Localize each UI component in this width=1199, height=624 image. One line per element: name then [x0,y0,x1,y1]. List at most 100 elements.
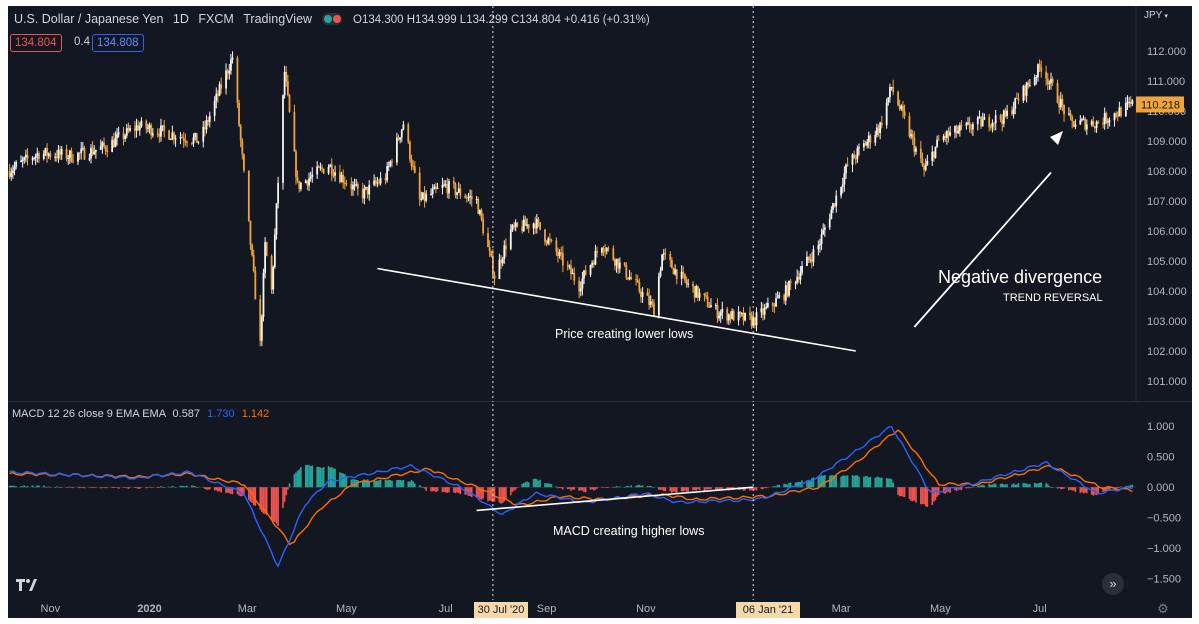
hist-bar [396,480,398,488]
candle [783,293,786,304]
hist-bar [812,477,815,488]
price-chart[interactable]: 101.000 102.000 103.000 104.000 105.000 106.0… [8,6,1192,402]
candle [960,120,963,131]
hist-bar [1092,487,1095,496]
hist-bar [103,487,105,488]
candle [94,149,97,159]
candle [591,260,594,269]
candle [539,222,541,231]
hist-bar [767,487,769,488]
hist-bar [675,487,678,494]
candle [379,172,382,186]
hist-bar [192,485,195,488]
hist-bar [1068,487,1070,491]
hist-bar [716,487,719,491]
bid-price-box[interactable]: 134.804 [10,34,62,52]
hist-bar [658,487,660,490]
candle [262,268,265,322]
hist-bar [573,487,576,490]
candle [911,129,914,146]
hist-bar [306,465,309,488]
candle [299,181,302,192]
candle [275,203,278,240]
candle [173,131,175,145]
candle [491,248,494,279]
hist-bar [26,485,29,488]
symbol-name[interactable]: U.S. Dollar / Japanese Yen [14,12,164,26]
candle [833,202,836,208]
candle [812,245,815,267]
hist-bar [174,487,177,488]
candle [535,214,538,234]
candle [771,301,774,313]
candle [111,136,114,153]
scroll-to-realtime-button[interactable]: » [1102,573,1124,595]
tradingview-logo[interactable] [16,578,38,592]
macd-chart[interactable]: 1.000 0.500 0.000 −0.500 −1.000 −1.500 [8,404,1192,600]
hist-bar [467,487,470,497]
candle [778,292,781,299]
hist-bar [1045,483,1047,488]
hist-bar [605,487,608,489]
hist-bar [937,487,940,495]
candle [579,281,582,297]
hist-bar [799,481,802,488]
hist-bar [545,483,548,488]
settings-gear-button[interactable]: ⚙ [1156,602,1170,616]
hist-bar [786,484,789,488]
candle [106,144,109,158]
candle [1071,114,1074,129]
candle [368,180,371,201]
candle [682,266,685,279]
hist-bar [662,487,665,492]
interval-label[interactable]: 1D [172,12,189,26]
candle [967,117,969,125]
hist-bar [376,480,379,488]
ask-price-box[interactable]: 134.808 [92,34,144,52]
price-tick-label: 102.000 [1147,346,1187,358]
candle [114,131,117,148]
candle [958,122,961,137]
hist-bar [874,477,877,488]
hist-bar [127,487,130,489]
hist-bar [70,487,73,488]
candle [238,99,240,128]
hist-bar [773,486,776,488]
hist-bar [910,487,912,501]
candle [441,177,444,195]
hist-bar [648,486,650,488]
macd-header[interactable]: MACD 12 26 close 9 EMA EMA 0.587 1.730 1… [12,408,269,420]
hist-bar [625,486,628,488]
hist-bar [422,487,424,488]
hist-bar [480,487,483,500]
hist-bar [771,486,774,488]
candle [425,190,428,203]
market-status-icon[interactable] [321,13,342,25]
candle [38,151,40,164]
candle [321,164,323,173]
candle [77,151,79,166]
hist-bar [150,487,152,488]
hist-bar [1095,487,1098,496]
hist-bar [423,487,426,489]
candle [72,154,74,164]
candle [1001,114,1004,132]
candle [864,140,867,146]
currency-menu[interactable]: JPY ▾ [1144,10,1168,21]
candle [615,258,618,273]
hist-bar [972,486,974,488]
hist-bar [487,487,489,502]
candle [584,265,587,276]
macd-settings-label[interactable]: MACD 12 26 close 9 EMA EMA [12,408,166,420]
hist-bar [903,487,906,497]
symbol-header[interactable]: U.S. Dollar / Japanese Yen 1D FXCM Tradi… [14,12,650,26]
hist-bar [685,487,688,492]
candle [230,54,232,75]
hist-bar [231,487,234,495]
hist-bar [993,483,995,488]
candle [980,115,982,130]
hist-bar [924,487,927,507]
hist-bar [1027,484,1030,488]
hist-bar [384,479,387,488]
candle [1011,106,1013,116]
